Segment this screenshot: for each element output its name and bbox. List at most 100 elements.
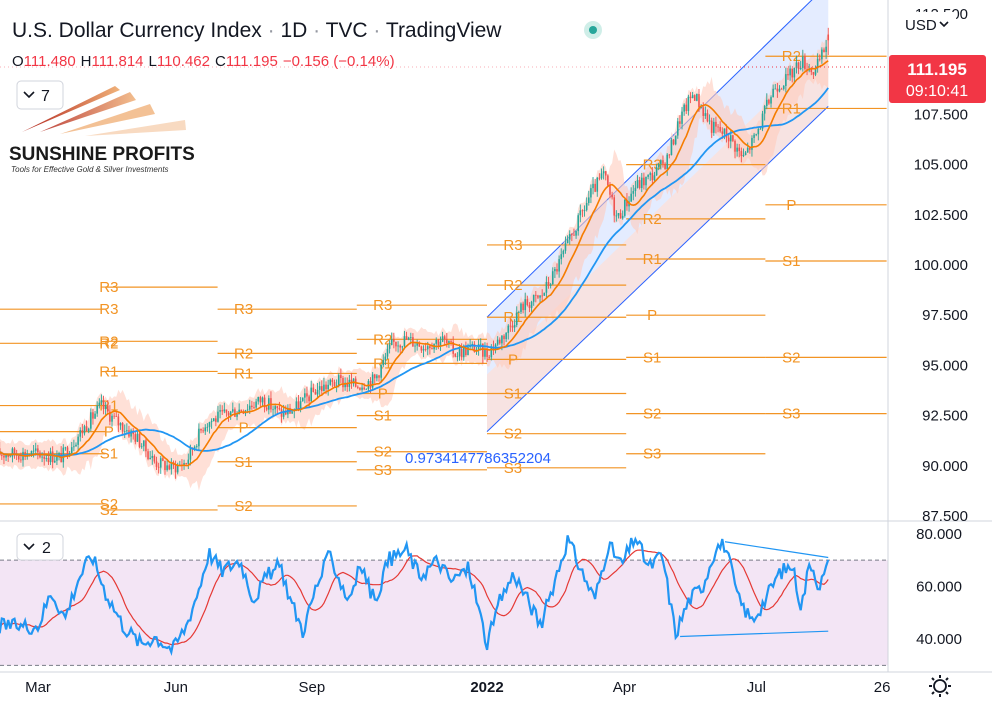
rsi-series[interactable] xyxy=(0,535,830,656)
candle-body[interactable] xyxy=(560,254,563,260)
candle-body[interactable] xyxy=(352,378,355,384)
candle-body[interactable] xyxy=(143,440,145,447)
candle-body[interactable] xyxy=(236,414,238,417)
candle-body[interactable] xyxy=(503,335,505,340)
candle-body[interactable] xyxy=(333,382,336,386)
candle-body[interactable] xyxy=(816,58,819,69)
candle-body[interactable] xyxy=(329,379,332,385)
candle-body[interactable] xyxy=(126,430,128,432)
candle-body[interactable] xyxy=(509,325,512,327)
candle-body[interactable] xyxy=(759,128,762,130)
candle-body[interactable] xyxy=(573,234,575,236)
candle-body[interactable] xyxy=(505,332,507,340)
candle-body[interactable] xyxy=(799,67,802,70)
candle-body[interactable] xyxy=(255,401,257,408)
candle-body[interactable] xyxy=(149,457,151,460)
candle-body[interactable] xyxy=(804,56,806,70)
rsi-legend-toggle[interactable]: 2 xyxy=(16,533,64,561)
candle-body[interactable] xyxy=(679,121,681,124)
candle-body[interactable] xyxy=(473,343,476,352)
candle-body[interactable] xyxy=(253,406,255,408)
candle-body[interactable] xyxy=(778,88,781,92)
candle-body[interactable] xyxy=(119,423,122,426)
candle-body[interactable] xyxy=(297,401,300,410)
candle-body[interactable] xyxy=(215,418,217,422)
candle-body[interactable] xyxy=(670,139,673,156)
candle-body[interactable] xyxy=(234,409,236,417)
candle-body[interactable] xyxy=(571,234,573,235)
candle-body[interactable] xyxy=(543,292,546,296)
candle-body[interactable] xyxy=(422,349,425,351)
candle-body[interactable] xyxy=(532,294,535,302)
candle-body[interactable] xyxy=(789,68,791,76)
candle-body[interactable] xyxy=(507,325,510,333)
candle-body[interactable] xyxy=(594,183,596,192)
candle-body[interactable] xyxy=(664,163,666,169)
candle-body[interactable] xyxy=(579,210,582,216)
candle-body[interactable] xyxy=(66,447,69,456)
candle-body[interactable] xyxy=(498,339,501,344)
candle-body[interactable] xyxy=(755,134,757,136)
candle-body[interactable] xyxy=(742,155,745,157)
candle-body[interactable] xyxy=(248,405,251,410)
candle-body[interactable] xyxy=(462,347,465,358)
candle-body[interactable] xyxy=(484,349,486,357)
candle-body[interactable] xyxy=(683,104,685,112)
candle-body[interactable] xyxy=(746,147,749,153)
candle-body[interactable] xyxy=(204,427,207,432)
candle-body[interactable] xyxy=(32,450,35,452)
candle-body[interactable] xyxy=(75,444,77,447)
candle-body[interactable] xyxy=(151,455,154,458)
candle-body[interactable] xyxy=(744,152,747,156)
candle-body[interactable] xyxy=(749,147,751,150)
candle-body[interactable] xyxy=(227,412,230,416)
candle-body[interactable] xyxy=(490,347,493,358)
candle-body[interactable] xyxy=(624,199,626,216)
rsi-trendline[interactable] xyxy=(680,630,829,638)
candle-body[interactable] xyxy=(443,336,446,340)
candle-body[interactable] xyxy=(515,312,518,326)
candle-body[interactable] xyxy=(79,430,82,437)
candle-body[interactable] xyxy=(613,197,616,216)
candle-body[interactable] xyxy=(812,72,815,75)
candle-body[interactable] xyxy=(723,128,726,134)
candle-body[interactable] xyxy=(715,121,717,127)
candle-body[interactable] xyxy=(431,348,433,350)
candle-body[interactable] xyxy=(83,426,86,434)
candle-body[interactable] xyxy=(384,356,387,361)
candle-body[interactable] xyxy=(655,167,658,176)
candle-body[interactable] xyxy=(672,139,675,145)
candle-body[interactable] xyxy=(312,387,315,393)
candle-body[interactable] xyxy=(634,187,637,191)
candle-body[interactable] xyxy=(592,183,594,189)
rsi-line[interactable] xyxy=(0,535,830,656)
candle-body[interactable] xyxy=(221,410,224,412)
candle-body[interactable] xyxy=(7,455,9,457)
candle-body[interactable] xyxy=(768,99,770,104)
candle-body[interactable] xyxy=(162,458,164,461)
candle-body[interactable] xyxy=(596,177,599,192)
candle-body[interactable] xyxy=(621,215,624,219)
candle-body[interactable] xyxy=(708,120,711,122)
candle-body[interactable] xyxy=(710,120,713,133)
candle-body[interactable] xyxy=(727,137,730,142)
candle-body[interactable] xyxy=(765,99,768,106)
candle-body[interactable] xyxy=(619,213,622,219)
candle-body[interactable] xyxy=(77,436,79,445)
candle-body[interactable] xyxy=(373,374,376,379)
candle-body[interactable] xyxy=(121,423,124,432)
candle-body[interactable] xyxy=(117,416,120,426)
candle-body[interactable] xyxy=(568,234,571,240)
candle-body[interactable] xyxy=(276,406,279,409)
candle-body[interactable] xyxy=(403,336,406,347)
candle-body[interactable] xyxy=(600,173,603,179)
candle-body[interactable] xyxy=(460,348,463,358)
candle-body[interactable] xyxy=(409,337,412,338)
candle-body[interactable] xyxy=(102,400,105,410)
candle-body[interactable] xyxy=(155,461,158,467)
candle-body[interactable] xyxy=(660,160,662,165)
candle-body[interactable] xyxy=(138,433,141,447)
candle-body[interactable] xyxy=(147,451,149,460)
candle-body[interactable] xyxy=(611,194,613,198)
candle-body[interactable] xyxy=(263,397,266,408)
